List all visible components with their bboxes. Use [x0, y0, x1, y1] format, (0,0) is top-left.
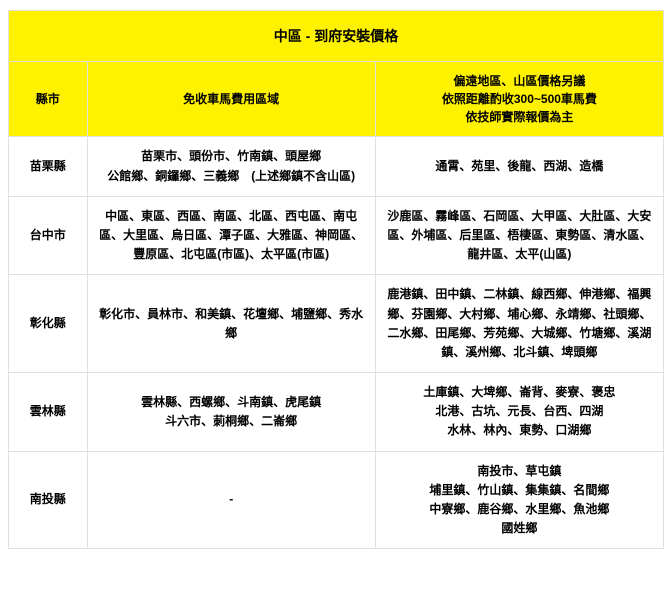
- remote-line: 中寮鄉、鹿谷鄉、水里鄉、魚池鄉: [429, 502, 609, 516]
- header-remote-line3: 依技師實際報價為主: [465, 110, 573, 124]
- table-title: 中區 - 到府安裝價格: [9, 11, 664, 62]
- free-area-cell: -: [87, 451, 375, 549]
- remote-line: 國姓鄉: [501, 521, 537, 535]
- free-line: 公館鄉、銅鑼鄉、三義鄉 (上述鄉鎮不含山區): [107, 169, 355, 183]
- header-county: 縣市: [9, 62, 88, 137]
- remote-area-cell: 土庫鎮、大埤鄉、崙背、麥寮、褒忠 北港、古坑、元長、台西、四湖 水林、林內、東勢…: [375, 373, 663, 452]
- free-area-cell: 彰化市、員林市、和美鎮、花壇鄉、埔鹽鄉、秀水鄉: [87, 275, 375, 373]
- county-cell: 南投縣: [9, 451, 88, 549]
- pricing-table: 中區 - 到府安裝價格 縣市 免收車馬費用區域 偏遠地區、山區價格另議 依照距離…: [8, 10, 664, 549]
- title-row: 中區 - 到府安裝價格: [9, 11, 664, 62]
- county-cell: 台中市: [9, 196, 88, 275]
- free-line: 斗六市、莿桐鄉、二崙鄉: [165, 414, 297, 428]
- county-cell: 雲林縣: [9, 373, 88, 452]
- remote-line: 土庫鎮、大埤鄉、崙背、麥寮、褒忠: [423, 385, 615, 399]
- remote-line: 南投市、草屯鎮: [477, 464, 561, 478]
- county-cell: 彰化縣: [9, 275, 88, 373]
- table-row: 雲林縣 雲林縣、西螺鄉、斗南鎮、虎尾鎮 斗六市、莿桐鄉、二崙鄉 土庫鎮、大埤鄉、…: [9, 373, 664, 452]
- header-row: 縣市 免收車馬費用區域 偏遠地區、山區價格另議 依照距離酌收300~500車馬費…: [9, 62, 664, 137]
- remote-area-cell: 南投市、草屯鎮 埔里鎮、竹山鎮、集集鎮、名間鄉 中寮鄉、鹿谷鄉、水里鄉、魚池鄉 …: [375, 451, 663, 549]
- table-row: 台中市 中區、東區、西區、南區、北區、西屯區、南屯區、大里區、烏日區、潭子區、大…: [9, 196, 664, 275]
- county-cell: 苗栗縣: [9, 137, 88, 196]
- remote-line: 埔里鎮、竹山鎮、集集鎮、名間鄉: [429, 483, 609, 497]
- header-remote-line1: 偏遠地區、山區價格另議: [453, 74, 585, 88]
- free-area-cell: 中區、東區、西區、南區、北區、西屯區、南屯區、大里區、烏日區、潭子區、大雅區、神…: [87, 196, 375, 275]
- remote-line: 水林、林內、東勢、口湖鄉: [447, 423, 591, 437]
- free-line: 雲林縣、西螺鄉、斗南鎮、虎尾鎮: [141, 395, 321, 409]
- table-row: 苗栗縣 苗栗市、頭份市、竹南鎮、頭屋鄉 公館鄉、銅鑼鄉、三義鄉 (上述鄉鎮不含山…: [9, 137, 664, 196]
- table-row: 彰化縣 彰化市、員林市、和美鎮、花壇鄉、埔鹽鄉、秀水鄉 鹿港鎮、田中鎮、二林鎮、…: [9, 275, 664, 373]
- remote-area-cell: 鹿港鎮、田中鎮、二林鎮、線西鄉、伸港鄉、福興鄉、芬園鄉、大村鄉、埔心鄉、永靖鄉、…: [375, 275, 663, 373]
- free-area-cell: 苗栗市、頭份市、竹南鎮、頭屋鄉 公館鄉、銅鑼鄉、三義鄉 (上述鄉鎮不含山區): [87, 137, 375, 196]
- header-remote-line2: 依照距離酌收300~500車馬費: [442, 92, 597, 106]
- free-area-cell: 雲林縣、西螺鄉、斗南鎮、虎尾鎮 斗六市、莿桐鄉、二崙鄉: [87, 373, 375, 452]
- free-line: 苗栗市、頭份市、竹南鎮、頭屋鄉: [141, 149, 321, 163]
- remote-line: 北港、古坑、元長、台西、四湖: [435, 404, 603, 418]
- header-remote-area: 偏遠地區、山區價格另議 依照距離酌收300~500車馬費 依技師實際報價為主: [375, 62, 663, 137]
- header-free-area: 免收車馬費用區域: [87, 62, 375, 137]
- remote-area-cell: 通霄、苑里、後龍、西湖、造橋: [375, 137, 663, 196]
- remote-area-cell: 沙鹿區、霧峰區、石岡區、大甲區、大肚區、大安區、外埔區、后里區、梧棲區、東勢區、…: [375, 196, 663, 275]
- table-row: 南投縣 - 南投市、草屯鎮 埔里鎮、竹山鎮、集集鎮、名間鄉 中寮鄉、鹿谷鄉、水里…: [9, 451, 664, 549]
